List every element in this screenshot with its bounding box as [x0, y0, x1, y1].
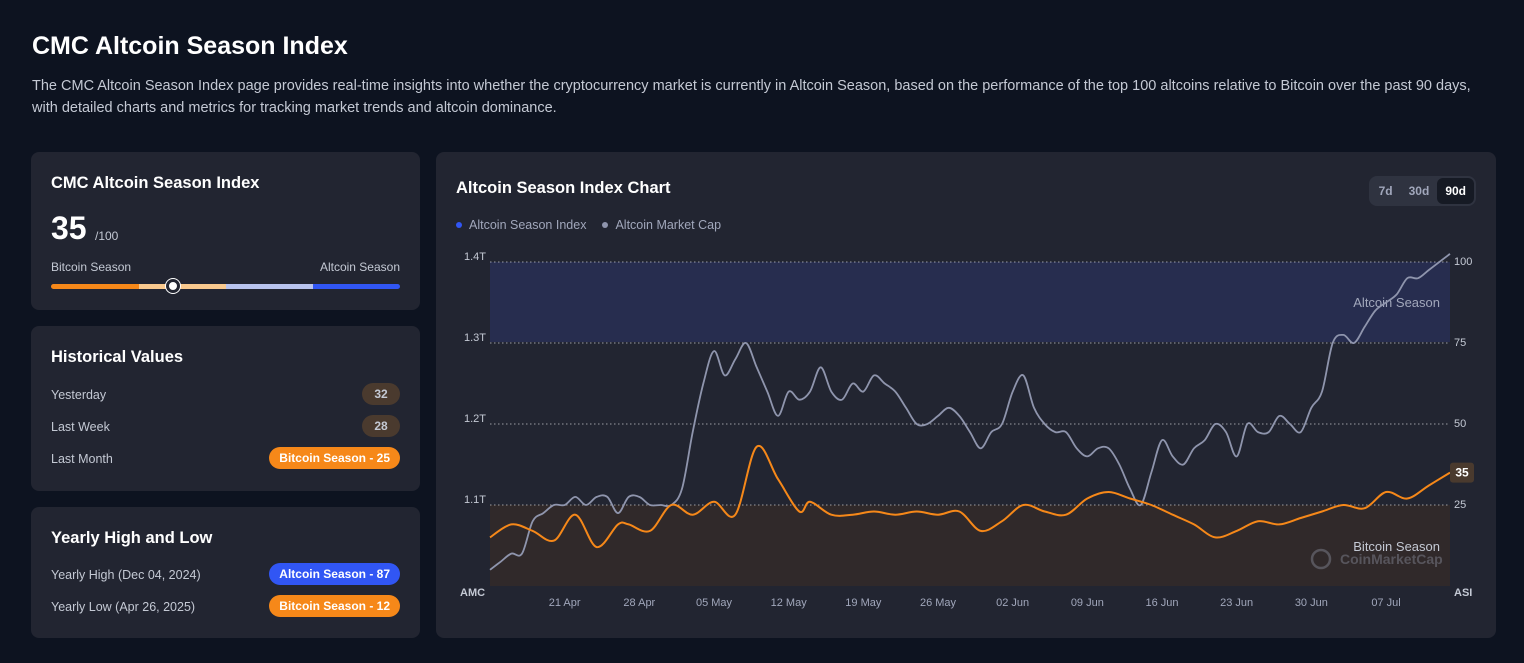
current-value-badge: 35	[1450, 462, 1474, 483]
altcoin-season-zone	[490, 262, 1450, 342]
gauge-segment-altcoin-light	[226, 284, 313, 289]
page-title: CMC Altcoin Season Index	[32, 32, 348, 60]
x-tick-label: 16 Jun	[1145, 597, 1178, 609]
yearly-high-value: Altcoin Season - 87	[269, 563, 400, 585]
index-card: CMC Altcoin Season Index 35 /100 Bitcoin…	[31, 152, 420, 310]
gauge-left-label: Bitcoin Season	[51, 260, 132, 274]
yearly-high-label: Yearly High	[51, 568, 115, 582]
left-axis-ticks: 1.1T 1.2T 1.3T 1.4T	[464, 251, 486, 506]
gauge-right-label: Altcoin Season	[319, 260, 400, 274]
index-card-title: CMC Altcoin Season Index	[51, 174, 260, 192]
x-tick-label: 12 May	[771, 597, 808, 609]
bitcoin-zone-label: Bitcoin Season	[1353, 539, 1440, 554]
altcoin-zone-label: Altcoin Season	[1353, 295, 1440, 310]
gauge-segment-bitcoin	[51, 284, 139, 289]
yearly-title: Yearly High and Low	[51, 529, 213, 547]
chart-card: Altcoin Season Index Chart 7d 30d 90d Al…	[436, 152, 1496, 638]
gauge-knob	[166, 279, 181, 293]
current-value-badge-label: 35	[1455, 466, 1469, 480]
historical-yesterday-value: 32	[362, 383, 400, 405]
left-tick-label: 1.4T	[464, 251, 486, 263]
watermark-label: CoinMarketCap	[1340, 551, 1443, 567]
left-tick-label: 1.3T	[464, 332, 486, 344]
index-max: /100	[95, 229, 119, 243]
bitcoin-season-zone	[490, 505, 1450, 586]
x-tick-label: 07 Jul	[1371, 597, 1400, 609]
yearly-high-date: (Dec 04, 2024)	[117, 568, 201, 582]
historical-last-month-value: Bitcoin Season - 25	[269, 447, 400, 469]
legend-label-index: Altcoin Season Index	[469, 218, 587, 232]
historical-title: Historical Values	[51, 348, 184, 366]
x-tick-label: 28 Apr	[623, 597, 655, 609]
yearly-card: Yearly High and Low Yearly High (Dec 04,…	[31, 507, 420, 638]
x-tick-label: 19 May	[845, 597, 882, 609]
index-points	[489, 446, 1451, 548]
left-tick-label: 1.2T	[464, 413, 486, 425]
yearly-low-row: Yearly Low (Apr 26, 2025)	[51, 600, 195, 614]
historical-last-month-label: Last Month	[51, 452, 113, 466]
chart-plot: 1.1T 1.2T 1.3T 1.4T 25 50 75 100 21 Apr 28 Apr 0…	[460, 251, 1474, 609]
x-tick-label: 30 Jun	[1295, 597, 1328, 609]
index-value: 35	[51, 210, 87, 246]
range-7d-button[interactable]: 7d	[1378, 184, 1393, 198]
yearly-low-value: Bitcoin Season - 12	[269, 595, 400, 617]
market-cap-points	[489, 253, 1451, 570]
gauge-segment-altcoin	[313, 284, 400, 289]
range-selector: 7d 30d 90d	[1368, 176, 1476, 206]
yearly-low-date: (Apr 26, 2025)	[115, 600, 196, 614]
gauge-segment-bitcoin-light	[139, 284, 226, 289]
x-tick-label: 05 May	[696, 597, 733, 609]
legend-item-index[interactable]: Altcoin Season Index	[456, 218, 586, 232]
range-30d-button[interactable]: 30d	[1408, 184, 1430, 198]
historical-values-card: Historical Values Yesterday 32 Last Week…	[31, 326, 420, 491]
right-tick-label: 100	[1454, 256, 1472, 268]
watermark: CoinMarketCap	[1310, 548, 1443, 570]
legend-dot-market-cap	[602, 222, 609, 228]
right-tick-label: 50	[1454, 418, 1466, 430]
historical-last-week-label: Last Week	[51, 420, 110, 434]
legend-dot-index	[456, 222, 462, 228]
x-axis-left-label: AMC	[460, 587, 485, 599]
coinmarketcap-logo-icon	[1310, 548, 1332, 570]
right-tick-label: 75	[1454, 337, 1466, 349]
x-tick-label: 21 Apr	[549, 597, 581, 609]
series-line-index	[489, 444, 1451, 549]
historical-last-week-value: 28	[362, 415, 400, 437]
x-tick-label: 26 May	[920, 597, 957, 609]
right-tick-label: 25	[1454, 499, 1466, 511]
x-tick-label: 23 Jun	[1220, 597, 1253, 609]
yearly-high-row: Yearly High (Dec 04, 2024)	[51, 568, 201, 582]
page-description: The CMC Altcoin Season Index page provid…	[32, 78, 1471, 116]
x-tick-label: 09 Jun	[1071, 597, 1104, 609]
current-value-badge-bg	[1450, 462, 1474, 483]
right-axis-ticks: 25 50 75 100	[1454, 256, 1472, 511]
x-tick-label: 02 Jun	[996, 597, 1029, 609]
range-90d-button[interactable]: 90d	[1437, 178, 1474, 204]
legend-label-market-cap: Altcoin Market Cap	[615, 218, 722, 232]
yearly-low-label: Yearly Low	[51, 600, 112, 614]
legend-item-market-cap[interactable]: Altcoin Market Cap	[602, 218, 721, 232]
chart-legend: Altcoin Season Index Altcoin Market Cap	[456, 218, 721, 232]
x-axis-ticks: 21 Apr 28 Apr 05 May 12 May 19 May 26 May 02 J…	[549, 597, 1401, 609]
historical-yesterday-label: Yesterday	[51, 388, 107, 402]
chart-title: Altcoin Season Index Chart	[456, 179, 671, 197]
left-tick-label: 1.1T	[464, 494, 486, 506]
x-axis-right-label: ASI	[1454, 587, 1472, 599]
